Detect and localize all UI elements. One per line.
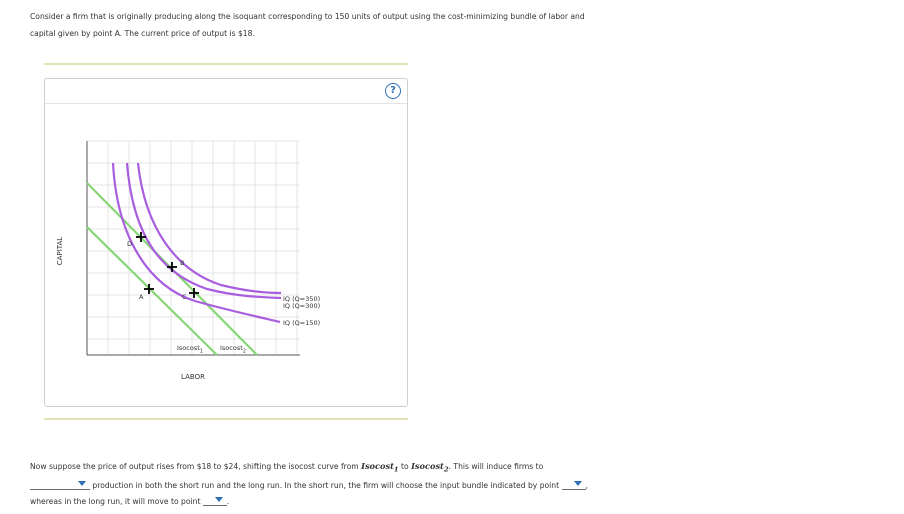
bottom-divider [44,418,408,420]
point-b-marker[interactable] [167,262,177,272]
chevron-down-icon [573,480,582,486]
long-run-point-dropdown[interactable] [202,495,227,506]
point-b-label: B [180,259,184,267]
question-text: Now suppose the price of output rises fr… [30,458,650,510]
question-part-4: whereas in the long run, it will move to… [30,496,201,506]
isocost-1-line[interactable] [86,226,218,356]
graph-panel: ? [44,78,408,407]
isocost-1-ref: Isocost1 [361,461,399,474]
y-axis-title: CAPITAL [56,237,64,265]
intro-text: Consider a firm that is originally produ… [30,8,630,42]
question-part-2: . This will induce firms to [448,462,544,471]
point-c-marker[interactable] [189,288,199,298]
question-line-2: production in both the short run and the… [30,478,650,494]
question-line-3: whereas in the long run, it will move to… [30,494,650,510]
graph-grid [87,140,300,355]
x-axis-title: LABOR [181,373,205,381]
question-part-1: Now suppose the price of output rises fr… [30,462,359,471]
isoquant-graph[interactable]: A B C D IQ (Q=350) IQ (Q=300) IQ (Q=150)… [45,79,407,406]
short-run-point-dropdown[interactable] [561,479,586,490]
isocost-2-ref: Isocost2 [411,461,449,474]
chevron-down-icon [78,480,86,486]
isocost-1-label: Isocost1 [177,344,203,355]
isoquant-300-label: IQ (Q=300) [283,302,320,310]
intro-line-1: Consider a firm that is originally produ… [30,12,585,21]
comma: , [585,480,588,490]
isoquant-150-curve[interactable] [111,162,281,324]
isoquant-350-curve[interactable] [136,162,282,295]
isoquant-150-label: IQ (Q=150) [283,319,320,327]
graph-panel-toolbar: ? [45,79,407,104]
point-a-label: A [139,293,144,301]
point-d-label: D [127,240,132,248]
production-change-dropdown[interactable] [30,479,90,490]
question-part-3: production in both the short run and the… [92,480,560,490]
intro-line-2: capital given by point A. The current pr… [30,29,255,38]
chevron-down-icon [214,496,223,502]
point-d-marker[interactable] [136,232,146,242]
point-c-label: C [182,293,187,301]
isoquant-300-curve[interactable] [125,162,282,300]
isoquant-350-label: IQ (Q=350) [283,295,320,303]
question-to-word: to [401,462,409,471]
isocost-2-label: Isocost2 [220,344,246,355]
help-button[interactable]: ? [385,83,401,99]
question-line-1: Now suppose the price of output rises fr… [30,458,650,478]
point-a-marker[interactable] [144,284,154,294]
top-divider [44,63,408,65]
period: . [226,496,230,506]
